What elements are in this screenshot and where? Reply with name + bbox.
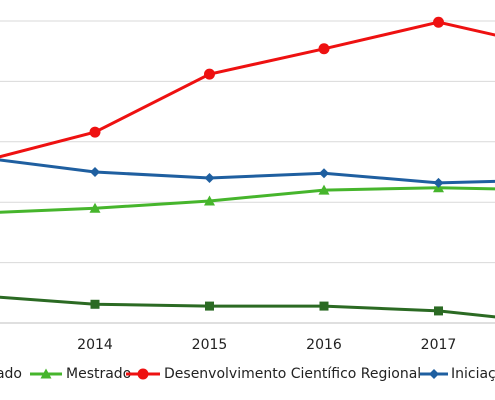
series-line <box>0 20 495 159</box>
plot-area <box>0 16 495 319</box>
series-line <box>0 186 495 214</box>
marker <box>90 167 100 177</box>
legend-label: Mestrado <box>66 366 131 382</box>
legend-marker <box>40 368 52 379</box>
marker <box>90 299 100 309</box>
marker <box>319 301 329 311</box>
series-line <box>0 158 495 185</box>
x-tick-label: 2017 <box>421 337 457 353</box>
marker <box>318 43 330 55</box>
x-tick-label: 2015 <box>192 337 228 353</box>
legend-marker <box>137 368 149 380</box>
legend: ado Mestrado Desenvolvimento Científico Re… <box>0 366 495 382</box>
legend-label: ado <box>0 366 22 382</box>
marker <box>204 68 215 80</box>
marker <box>319 168 329 179</box>
marker <box>89 126 101 138</box>
legend-label: Desenvolvimento Científico Regional <box>164 366 421 382</box>
marker <box>318 184 330 195</box>
marker <box>433 177 444 188</box>
marker <box>205 301 214 311</box>
legend-marker <box>429 369 439 379</box>
x-tick-label: 2016 <box>306 337 342 353</box>
marker <box>434 306 443 316</box>
marker <box>204 173 215 184</box>
marker <box>89 202 101 213</box>
legend-label: Iniciaç <box>451 366 495 382</box>
grid: 2014 2015 2016 2017 <box>0 20 495 353</box>
marker <box>204 195 215 206</box>
series-line <box>0 295 495 319</box>
x-tick-label: 2014 <box>77 337 113 353</box>
marker <box>433 16 444 28</box>
